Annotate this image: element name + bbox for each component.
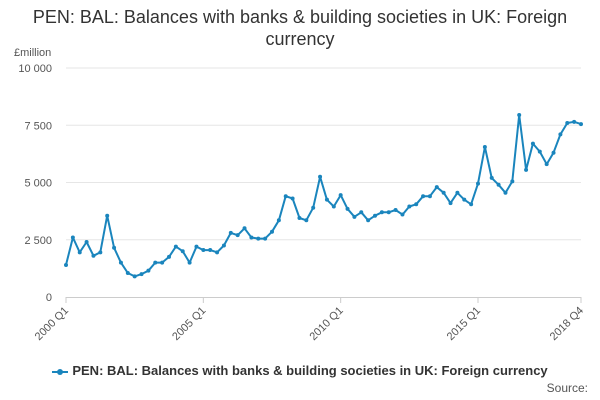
data-point xyxy=(530,141,535,146)
data-point xyxy=(448,201,453,206)
data-point xyxy=(118,260,123,265)
data-point xyxy=(345,206,350,211)
chart-title: PEN: BAL: Balances with banks & building… xyxy=(32,7,568,49)
data-point xyxy=(112,245,117,250)
data-point xyxy=(228,230,233,235)
data-point xyxy=(70,235,75,240)
data-point xyxy=(208,248,213,253)
data-point xyxy=(441,190,446,195)
y-tick-label: 0 xyxy=(46,292,52,304)
data-point xyxy=(77,250,82,255)
data-point xyxy=(105,213,110,218)
data-point xyxy=(558,132,563,137)
data-point xyxy=(153,260,158,265)
data-point xyxy=(91,253,96,258)
data-point xyxy=(386,210,391,215)
data-point xyxy=(215,250,220,255)
y-tick-label: 7 500 xyxy=(24,120,52,132)
data-point xyxy=(256,236,261,241)
data-point xyxy=(379,210,384,215)
gridlines xyxy=(66,67,581,241)
data-point xyxy=(318,174,323,179)
axes: 0 2 500 5 000 7 500 10 000 £million 2000 Q1 200… xyxy=(14,47,586,343)
data-point xyxy=(276,218,281,223)
data-point xyxy=(194,244,199,249)
data-point xyxy=(469,202,474,207)
data-point xyxy=(64,262,68,267)
data-point xyxy=(537,149,542,154)
data-point xyxy=(462,197,467,202)
data-point xyxy=(270,229,274,234)
data-point xyxy=(167,254,171,259)
data-point xyxy=(455,190,460,195)
data-point xyxy=(338,193,343,198)
data-point xyxy=(551,150,556,155)
data-point xyxy=(263,236,268,241)
data-point xyxy=(565,120,570,125)
data-point xyxy=(489,175,494,180)
data-point xyxy=(201,248,206,253)
y-tick-label: 2 500 xyxy=(24,235,52,247)
data-point xyxy=(476,181,480,186)
data-point xyxy=(352,214,357,219)
x-tick-label: 2010 Q1 xyxy=(307,305,345,343)
data-point xyxy=(235,233,240,238)
data-point xyxy=(359,210,364,215)
data-point xyxy=(503,190,508,195)
data-point xyxy=(304,218,309,223)
data-point xyxy=(132,274,137,279)
series-line xyxy=(65,113,582,278)
data-point xyxy=(544,162,549,167)
data-point xyxy=(311,205,316,210)
data-point xyxy=(139,272,144,277)
y-tick-label: 10 000 xyxy=(18,63,52,75)
data-point xyxy=(407,204,412,209)
legend-line-marker-icon xyxy=(52,367,69,377)
data-point xyxy=(524,167,529,172)
data-point xyxy=(517,112,522,117)
data-point xyxy=(510,179,515,184)
data-point xyxy=(393,207,398,212)
data-point xyxy=(125,270,130,275)
data-point xyxy=(249,235,254,240)
x-tick-label: 2015 Q1 xyxy=(445,305,483,343)
data-point xyxy=(427,194,432,199)
legend-label: PEN: BAL: Balances with banks & building… xyxy=(72,363,548,378)
x-tick-label: 2018 Q4 xyxy=(548,305,586,343)
data-point xyxy=(283,194,288,199)
data-point xyxy=(160,260,165,265)
data-point xyxy=(400,212,405,217)
source-label: Source: xyxy=(546,381,588,395)
legend[interactable]: PEN: BAL: Balances with banks & building… xyxy=(0,363,600,378)
data-point xyxy=(221,243,226,248)
data-point xyxy=(98,250,103,255)
data-point xyxy=(572,119,577,124)
data-point xyxy=(84,240,89,245)
data-point xyxy=(331,204,336,209)
data-point xyxy=(434,185,439,190)
data-point xyxy=(180,249,185,254)
data-point xyxy=(173,244,178,249)
data-point xyxy=(297,215,302,220)
data-point xyxy=(324,197,329,202)
data-point xyxy=(496,182,501,187)
data-point xyxy=(421,194,426,199)
data-point xyxy=(482,145,487,150)
y-axis-label: £million xyxy=(14,47,51,59)
data-point xyxy=(187,260,192,265)
data-point xyxy=(290,196,295,201)
y-tick-label: 5 000 xyxy=(24,178,52,190)
series-layer xyxy=(64,112,583,279)
data-point xyxy=(373,213,377,218)
data-point xyxy=(242,226,247,231)
data-point xyxy=(366,218,371,223)
x-tick-label: 2000 Q1 xyxy=(33,305,71,343)
x-tick-label: 2005 Q1 xyxy=(170,305,208,343)
data-point xyxy=(146,268,151,273)
data-point xyxy=(579,122,583,127)
data-point xyxy=(414,202,419,207)
